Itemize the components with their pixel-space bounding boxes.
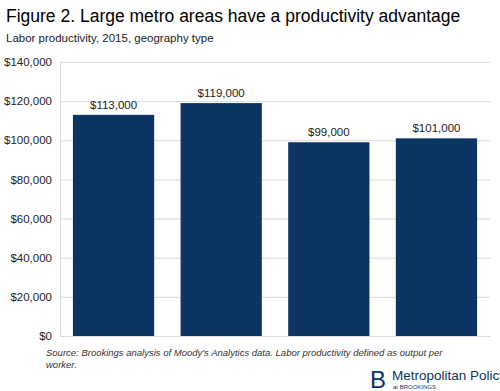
- logo-mark: B: [370, 366, 386, 391]
- tick-label: $40,000: [10, 252, 52, 264]
- bar: [396, 138, 477, 336]
- tick-label: $60,000: [10, 213, 52, 225]
- data-label: $101,000: [412, 122, 460, 134]
- source-line: Source: Brookings analysis of Moody's An…: [46, 347, 443, 358]
- grid-line: [60, 336, 490, 337]
- grid-line: [60, 62, 490, 63]
- bars: [73, 103, 477, 336]
- data-label: $119,000: [198, 87, 245, 99]
- title: Figure 2. Large metro areas have a produ…: [6, 6, 460, 26]
- data-label: $113,000: [90, 99, 137, 111]
- logo-text: Metropolitan Policy Program: [392, 368, 500, 383]
- tick: $140,000: [4, 56, 490, 68]
- data-labels: $113,000 $119,000 $99,000 $101,000: [90, 87, 460, 138]
- y-axis-line: [61, 63, 491, 337]
- tick-label: $20,000: [10, 291, 52, 303]
- source-line: worker.: [46, 359, 77, 370]
- chart: Figure 2. Large metro areas have a produ…: [0, 0, 500, 391]
- tick-label: $0: [39, 330, 52, 342]
- data-label: $99,000: [308, 126, 350, 138]
- y-axis: $0 $20,000 $40,000 $60,000 $80,000 $100,000 $1…: [4, 56, 490, 342]
- bar: [73, 115, 154, 336]
- tick-label: $100,000: [4, 134, 52, 146]
- bar: [181, 103, 262, 336]
- tick-label: $120,000: [4, 95, 52, 107]
- tick-label: $140,000: [4, 56, 52, 68]
- x-axis-line: [61, 336, 491, 337]
- bar: [288, 142, 369, 336]
- logo-subtext: at BROOKINGS: [393, 384, 436, 390]
- tick-label: $80,000: [10, 174, 52, 186]
- subtitle: Labor productivity, 2015, geography type: [6, 32, 214, 44]
